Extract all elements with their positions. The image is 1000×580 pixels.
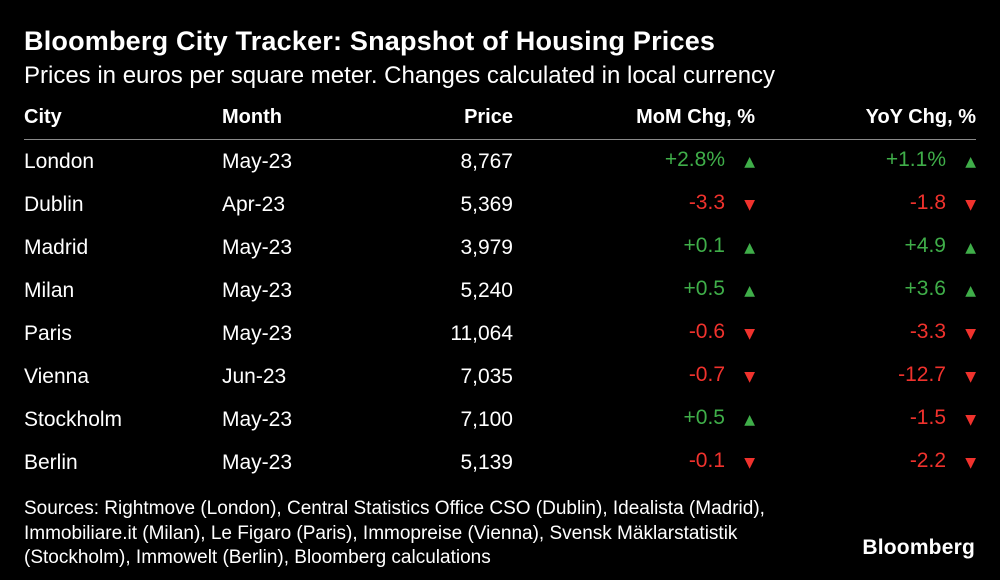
- down-arrow-icon: ▼: [744, 455, 755, 471]
- column-header-yoy-chg: YoY Chg, %: [755, 106, 976, 140]
- column-header-price: Price: [352, 106, 513, 140]
- mom-change-value: +2.8%: [664, 148, 725, 171]
- yoy-change-value: -2.2: [909, 449, 946, 472]
- table-row: Vienna Jun-23 7,035 -0.7 ▼ -12.7 ▼: [24, 355, 976, 398]
- bloomberg-logo: Bloomberg: [862, 536, 975, 559]
- yoy-change-cell: -1.5 ▼: [755, 398, 976, 441]
- mom-change-cell: +0.5 ▲: [513, 269, 755, 312]
- mom-change-value: -3.3: [688, 191, 725, 214]
- table-row: London May-23 8,767 +2.8% ▲ +1.1% ▲: [24, 140, 976, 184]
- price-cell: 8,767: [460, 149, 513, 173]
- month-cell: May-23: [222, 407, 293, 431]
- mom-change-value: +0.5: [683, 406, 725, 429]
- page-subtitle: Prices in euros per square meter. Change…: [24, 62, 776, 89]
- mom-change-cell: -3.3 ▼: [513, 183, 755, 226]
- yoy-change-value: -3.3: [909, 320, 946, 343]
- table-row: Milan May-23 5,240 +0.5 ▲ +3.6 ▲: [24, 269, 976, 312]
- mom-change-cell: -0.1 ▼: [513, 441, 755, 484]
- page-title: Bloomberg City Tracker: Snapshot of Hous…: [24, 26, 716, 56]
- yoy-change-value: -1.5: [909, 406, 946, 429]
- column-header-city: City: [24, 106, 222, 140]
- column-header-month: Month: [222, 106, 352, 140]
- down-arrow-icon: ▼: [965, 326, 976, 342]
- mom-change-value: +0.5: [683, 277, 725, 300]
- table-header-row: City Month Price MoM Chg, % YoY Chg, %: [24, 106, 976, 140]
- yoy-change-cell: -2.2 ▼: [755, 441, 976, 484]
- city-cell: Berlin: [24, 450, 78, 474]
- column-header-mom-chg: MoM Chg, %: [513, 106, 755, 140]
- month-cell: May-23: [222, 278, 293, 302]
- yoy-change-cell: +3.6 ▲: [755, 269, 976, 312]
- yoy-change-value: -12.7: [898, 363, 946, 386]
- month-cell: Apr-23: [222, 192, 286, 216]
- up-arrow-icon: ▲: [744, 240, 755, 256]
- up-arrow-icon: ▲: [744, 154, 755, 170]
- yoy-change-value: +4.9: [904, 234, 946, 257]
- city-cell: Stockholm: [24, 407, 123, 431]
- city-cell: Madrid: [24, 235, 89, 259]
- down-arrow-icon: ▼: [965, 369, 976, 385]
- table-row: Paris May-23 11,064 -0.6 ▼ -3.3 ▼: [24, 312, 976, 355]
- price-cell: 5,139: [460, 450, 513, 474]
- down-arrow-icon: ▼: [965, 412, 976, 428]
- table-row: Stockholm May-23 7,100 +0.5 ▲ -1.5 ▼: [24, 398, 976, 441]
- mom-change-cell: -0.6 ▼: [513, 312, 755, 355]
- yoy-change-value: +3.6: [904, 277, 946, 300]
- yoy-change-cell: -3.3 ▼: [755, 312, 976, 355]
- sources-text: Sources: Rightmove (London), Central Sta…: [24, 498, 765, 569]
- city-cell: Dublin: [24, 192, 84, 216]
- mom-change-value: -0.1: [688, 449, 725, 472]
- down-arrow-icon: ▼: [744, 369, 755, 385]
- table-row: Dublin Apr-23 5,369 -3.3 ▼ -1.8 ▼: [24, 183, 976, 226]
- mom-change-value: +0.1: [683, 234, 725, 257]
- city-cell: London: [24, 149, 95, 173]
- yoy-change-cell: +4.9 ▲: [755, 226, 976, 269]
- mom-change-cell: -0.7 ▼: [513, 355, 755, 398]
- yoy-change-cell: -1.8 ▼: [755, 183, 976, 226]
- price-cell: 7,035: [460, 364, 513, 388]
- up-arrow-icon: ▲: [965, 283, 976, 299]
- yoy-change-value: +1.1%: [885, 148, 946, 171]
- table-body: London May-23 8,767 +2.8% ▲ +1.1% ▲ Dublin Apr-2…: [24, 140, 976, 485]
- yoy-change-cell: +1.1% ▲: [755, 140, 976, 184]
- yoy-change-cell: -12.7 ▼: [755, 355, 976, 398]
- mom-change-cell: +2.8% ▲: [513, 140, 755, 184]
- month-cell: Jun-23: [222, 364, 287, 388]
- table-row: Madrid May-23 3,979 +0.1 ▲ +4.9 ▲: [24, 226, 976, 269]
- price-cell: 5,369: [460, 192, 513, 216]
- housing-price-table: City Month Price MoM Chg, % YoY Chg, % L…: [24, 106, 976, 484]
- down-arrow-icon: ▼: [744, 326, 755, 342]
- price-cell: 3,979: [460, 235, 513, 259]
- down-arrow-icon: ▼: [965, 455, 976, 471]
- yoy-change-value: -1.8: [909, 191, 946, 214]
- up-arrow-icon: ▲: [744, 283, 755, 299]
- up-arrow-icon: ▲: [965, 154, 976, 170]
- city-cell: Milan: [24, 278, 75, 302]
- month-cell: May-23: [222, 149, 293, 173]
- down-arrow-icon: ▼: [744, 197, 755, 213]
- up-arrow-icon: ▲: [965, 240, 976, 256]
- month-cell: May-23: [222, 450, 293, 474]
- price-cell: 7,100: [460, 407, 513, 431]
- month-cell: May-23: [222, 321, 293, 345]
- down-arrow-icon: ▼: [965, 197, 976, 213]
- city-cell: Paris: [24, 321, 72, 345]
- mom-change-value: -0.6: [688, 320, 725, 343]
- mom-change-value: -0.7: [688, 363, 725, 386]
- price-cell: 5,240: [460, 278, 513, 302]
- city-cell: Vienna: [24, 364, 90, 388]
- price-cell: 11,064: [450, 321, 513, 345]
- table-row: Berlin May-23 5,139 -0.1 ▼ -2.2 ▼: [24, 441, 976, 484]
- up-arrow-icon: ▲: [744, 412, 755, 428]
- mom-change-cell: +0.5 ▲: [513, 398, 755, 441]
- mom-change-cell: +0.1 ▲: [513, 226, 755, 269]
- month-cell: May-23: [222, 235, 293, 259]
